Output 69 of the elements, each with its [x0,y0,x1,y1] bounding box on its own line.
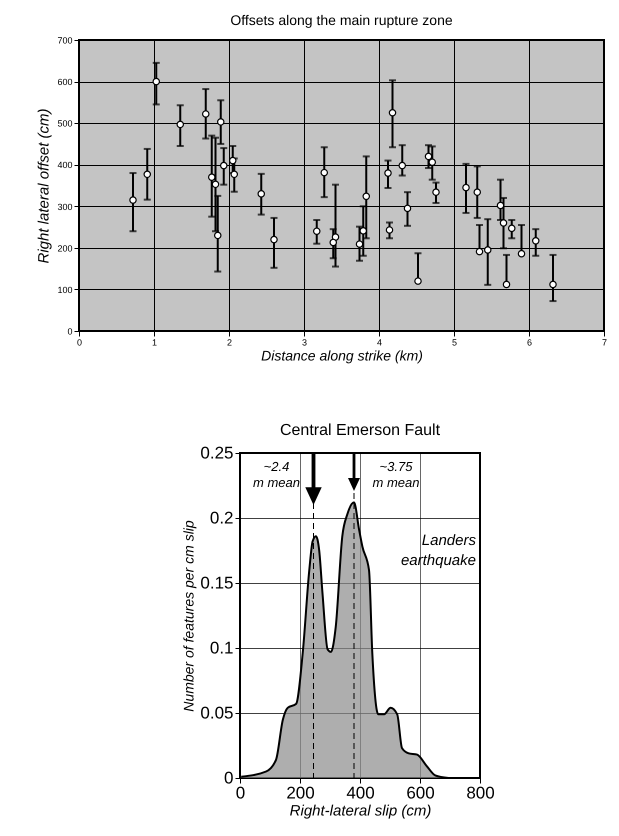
y-tick-label: 0 [224,768,234,788]
y-tick-label: 500 [57,118,72,129]
point [212,180,220,188]
point [214,232,222,240]
point [462,184,470,192]
chart-title: Offsets along the main rupture zone [230,12,453,28]
x-axis-title: Right-lateral slip (cm) [290,802,432,820]
point [384,169,392,177]
y-tick-label: 0.1 [210,638,234,658]
point [356,240,364,248]
y-tick-label: 400 [57,160,72,170]
y-tick-label: 0.15 [200,574,234,592]
point [532,237,540,245]
y-tick-label: 700 [57,36,72,46]
x-tick-label: 1 [152,338,158,348]
y-tick-label: 0.2 [210,508,234,528]
point [176,120,184,128]
point [386,226,394,234]
x-tick-label: 4 [376,338,382,348]
x-tick-label: 5 [452,338,458,348]
y-tick-label: 200 [57,243,72,254]
point [404,204,412,212]
point [270,236,278,244]
point [312,227,321,235]
x-tick-label: 6 [526,338,532,348]
x-axis-title: Distance along strike (km) [261,348,423,364]
point [484,246,492,254]
point [143,170,152,178]
y-tick-label: 0.25 [200,444,234,462]
x-tick-label: 3 [302,338,308,348]
point [500,219,508,227]
chart-title: Central Emerson Fault [280,422,441,439]
point [424,152,432,160]
y-tick-label: 100 [57,284,72,295]
point [388,108,396,117]
point [398,162,406,170]
point [473,188,482,196]
point [230,170,238,178]
point [202,110,210,118]
x-tick-label: 200 [286,784,315,802]
y-tick-label: 0.05 [200,704,234,722]
point [508,224,516,232]
x-tick-label: 2 [226,338,232,348]
x-tick-label: 7 [602,338,608,348]
y-tick-label: 0 [67,326,72,336]
point [329,238,338,246]
point [502,280,510,288]
point [129,196,137,204]
y-tick-label: 300 [57,202,72,212]
x-tick-label: 0 [236,784,246,802]
point [257,190,266,198]
x-tick-label: 0 [76,338,82,348]
point [216,118,225,126]
x-tick-label: 400 [346,784,375,802]
y-tick-label: 600 [57,77,72,88]
ref-line-label: ~3.75 m mean [372,459,420,490]
point [432,188,440,196]
x-tick-label: 600 [406,784,435,802]
point [220,162,228,170]
point [152,78,160,86]
point [320,168,328,176]
ref-line-label: ~2.4 m mean [253,459,300,490]
x-tick-label: 800 [466,784,495,802]
point [362,192,370,200]
y-axis-title: Number of features per cm slip [180,520,196,712]
point [518,250,526,258]
y-axis-title: Right lateral offset (cm) [35,108,52,264]
point [549,280,557,288]
point [414,277,422,285]
